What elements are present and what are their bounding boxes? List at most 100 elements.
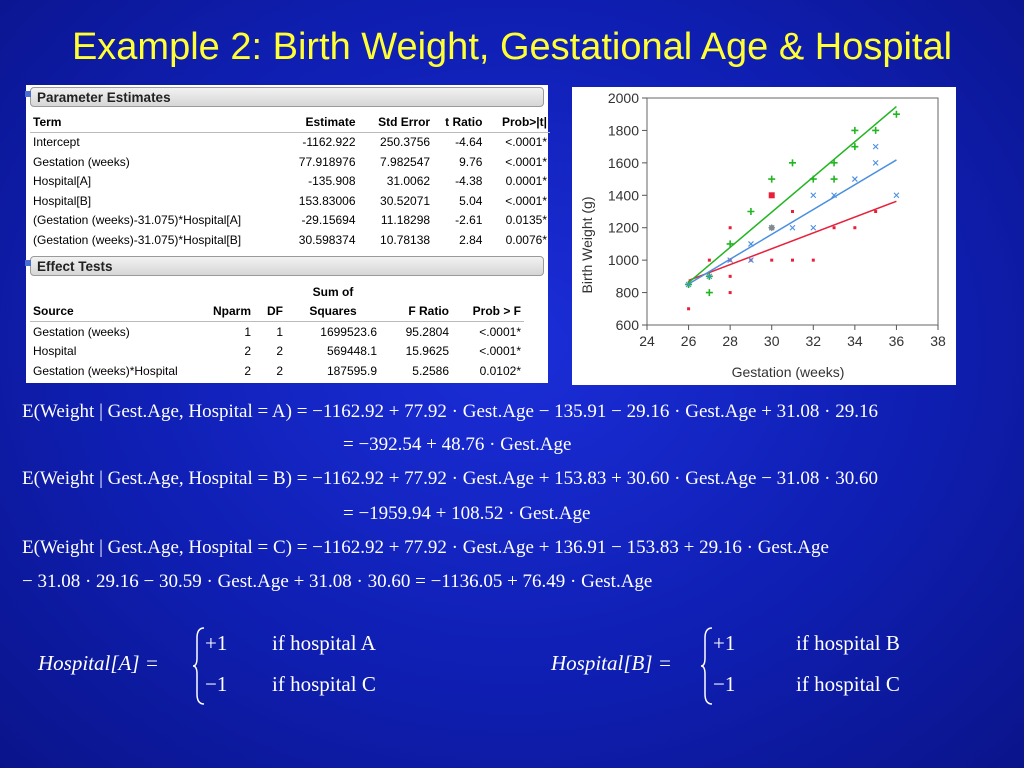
table-cell: <.0001* (505, 154, 547, 169)
data-point-B (872, 126, 880, 134)
table-cell: 2 (244, 363, 251, 378)
column-header (254, 282, 286, 302)
data-point-C (872, 143, 879, 150)
fit-line-B (688, 106, 897, 284)
data-point-A (853, 226, 857, 230)
table-cell: 2 (276, 344, 283, 359)
table-cell: <.0001* (505, 135, 547, 150)
data-point-A (811, 258, 815, 262)
data-point-B (726, 240, 734, 248)
column-header: Sum of (312, 284, 354, 299)
effect-tests-table: Sum of Source Nparm DF Squares F Ratio P… (30, 282, 524, 381)
table-cell: Gestation (weeks)*Hospital (33, 363, 178, 378)
data-point-A (728, 226, 732, 230)
table-cell: 0.0001* (505, 174, 547, 189)
data-point-B (830, 175, 838, 183)
hospital-a-case1-value: +1 (205, 631, 228, 655)
disclosure-icon[interactable] (25, 260, 31, 266)
table-cell: Hospital[B] (33, 193, 92, 208)
chart-svg: 24 26 28 30 32 34 36 38 600 800 1000 1200 1400 1600 18… (579, 90, 946, 380)
table-cell: 77.918976 (298, 154, 356, 169)
table-cell: <.0001* (479, 344, 521, 359)
y-tick-label: 800 (616, 285, 640, 301)
equation-line-4: = −1959.94 + 108.52 · Gest.Age (343, 503, 591, 524)
x-axis-label: Gestation (weeks) (732, 364, 845, 380)
parameter-estimates-table: Term Estimate Std Error t Ratio Prob>|t|… (30, 112, 550, 250)
table-cell: 250.3756 (380, 135, 431, 150)
table-cell: 30.52071 (380, 193, 431, 208)
data-point-A (728, 274, 732, 278)
data-point-B (830, 159, 838, 167)
data-point-C (872, 159, 879, 166)
equation-line-1: E(Weight | Gest.Age, Hospital = A) = −11… (22, 401, 879, 422)
data-point-B (789, 159, 796, 167)
table-cell: 569448.1 (326, 344, 377, 359)
table-cell: 5.2586 (412, 363, 449, 378)
hospital-a-case2-condition: if hospital C (272, 672, 376, 696)
equation-line-6: − 31.08 · 29.16 − 30.59 · Gest.Age + 31.… (22, 571, 653, 592)
highlight-point (768, 224, 776, 232)
table-row: Hospital[A] -135.908 31.0062 -4.38 0.0001* (30, 172, 550, 192)
effect-tests-title: Effect Tests (37, 259, 113, 274)
table-row: Gestation (weeks) 1 1 1699523.6 95.2804 <.000… (30, 322, 524, 342)
data-point-B (851, 143, 859, 151)
equation-line-5: E(Weight | Gest.Age, Hospital = C) = −11… (22, 537, 829, 558)
table-cell: -29.15694 (301, 213, 356, 228)
hospital-b-lhs: Hospital[B] = (551, 651, 672, 675)
column-header: Source (33, 304, 74, 319)
column-header (452, 282, 524, 302)
table-cell: <.0001* (479, 324, 521, 339)
jmp-report-panel: Parameter Estimates Term Estimate Std Er… (25, 85, 550, 383)
table-row: (Gestation (weeks)-31.075)*Hospital[B] 30… (30, 230, 550, 250)
hospital-a-lhs: Hospital[A] = (38, 651, 159, 675)
y-tick-label: 600 (616, 317, 640, 333)
table-cell: Hospital (33, 344, 77, 359)
table-cell: Intercept (33, 135, 80, 150)
table-cell: 0.0102* (479, 363, 521, 378)
x-tick-label: 26 (681, 333, 697, 349)
table-row: Gestation (weeks)*Hospital 2 2 187595.9 5.25… (30, 361, 524, 381)
column-header: Nparm (212, 304, 251, 319)
hospital-a-case1-condition: if hospital A (272, 631, 376, 655)
table-header-row: Source Nparm DF Squares F Ratio Prob > F (30, 302, 524, 322)
hospital-b-case1-condition: if hospital B (796, 631, 900, 655)
table-cell: 187595.9 (326, 363, 377, 378)
table-cell: 2 (244, 344, 251, 359)
table-cell: -135.908 (308, 174, 356, 189)
data-point-C (685, 281, 692, 288)
disclosure-icon[interactable] (25, 91, 31, 97)
table-cell: 153.83006 (298, 193, 356, 208)
table-header-row: Term Estimate Std Error t Ratio Prob>|t| (30, 112, 550, 132)
table-cell: Gestation (weeks) (33, 324, 130, 339)
table-cell: 95.2804 (405, 324, 449, 339)
y-tick-label: 1000 (608, 252, 639, 268)
data-point-C (810, 192, 817, 199)
data-point-B (809, 175, 817, 183)
hospital-a-case2-value: −1 (205, 672, 228, 696)
table-cell: 0.0135* (505, 213, 547, 228)
column-header: Std Error (378, 114, 431, 129)
data-point-C (789, 224, 796, 231)
y-tick-label: 1600 (608, 155, 639, 171)
column-header: Prob > F (472, 304, 521, 319)
equation-line-3: E(Weight | Gest.Age, Hospital = B) = −11… (22, 468, 879, 489)
data-point-A (707, 258, 711, 262)
highlight-point (768, 192, 775, 199)
table-row: Hospital[B] 153.83006 30.52071 5.04 <.0001* (30, 191, 550, 211)
column-header: DF (267, 304, 283, 319)
column-header: Squares (309, 304, 357, 319)
data-point-B (851, 126, 859, 134)
hospital-b-case1-value: +1 (713, 631, 736, 655)
hospital-b-case2-value: −1 (713, 672, 736, 696)
effect-tests-header[interactable]: Effect Tests (25, 256, 544, 276)
fit-line-A (688, 200, 897, 282)
data-point-C (831, 192, 837, 199)
table-cell: (Gestation (weeks)-31.075)*Hospital[B] (33, 232, 242, 247)
data-point-C (727, 257, 734, 264)
table-cell: -4.64 (455, 135, 483, 150)
table-cell: -2.61 (455, 213, 483, 228)
parameter-estimates-header[interactable]: Parameter Estimates (25, 87, 544, 107)
y-axis-label: Birth Weight (g) (579, 197, 595, 294)
data-point-C (893, 192, 900, 199)
equation-line-2: = −392.54 + 48.76 · Gest.Age (343, 434, 572, 455)
